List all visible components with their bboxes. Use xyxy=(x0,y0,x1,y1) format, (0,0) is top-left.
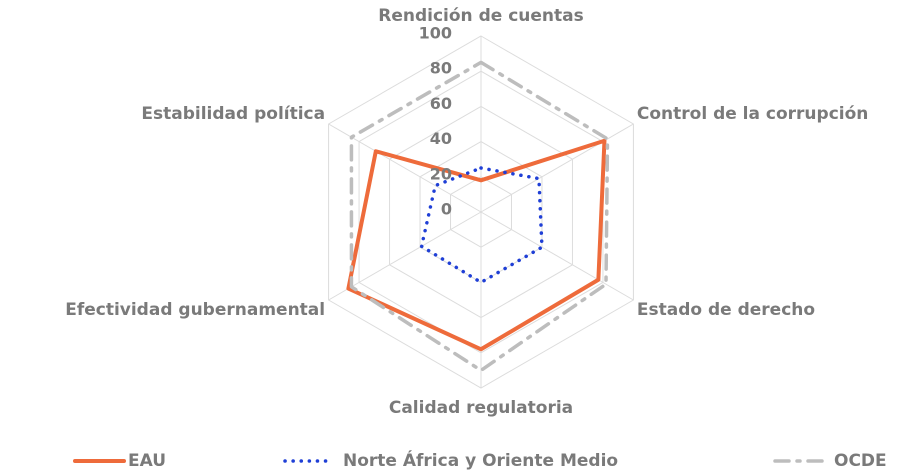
r-tick-label: 60 xyxy=(430,94,452,113)
category-label: Control de la corrupción xyxy=(637,104,869,124)
spoke xyxy=(480,123,634,213)
series-line xyxy=(346,138,607,352)
r-tick-label: 40 xyxy=(430,129,452,148)
legend-label: OCDE xyxy=(834,451,887,471)
spoke xyxy=(328,211,482,301)
series-line xyxy=(349,60,610,373)
spoke xyxy=(480,211,634,301)
category-label: Calidad regulatoria xyxy=(389,398,573,418)
category-label: Estado de derecho xyxy=(637,300,815,320)
r-tick-label: 0 xyxy=(441,200,452,219)
series-line xyxy=(419,166,544,285)
legend-label: Norte África y Oriente Medio xyxy=(343,449,618,471)
category-label: Efectividad gubernamental xyxy=(65,300,325,320)
category-label: Estabilidad política xyxy=(141,104,325,124)
r-tick-label: 100 xyxy=(419,24,452,43)
r-tick-label: 20 xyxy=(430,164,452,183)
spoke xyxy=(328,123,482,213)
category-label: Rendición de cuentas xyxy=(378,6,583,26)
legend-label: EAU xyxy=(128,451,166,471)
r-tick-label: 80 xyxy=(430,59,452,78)
